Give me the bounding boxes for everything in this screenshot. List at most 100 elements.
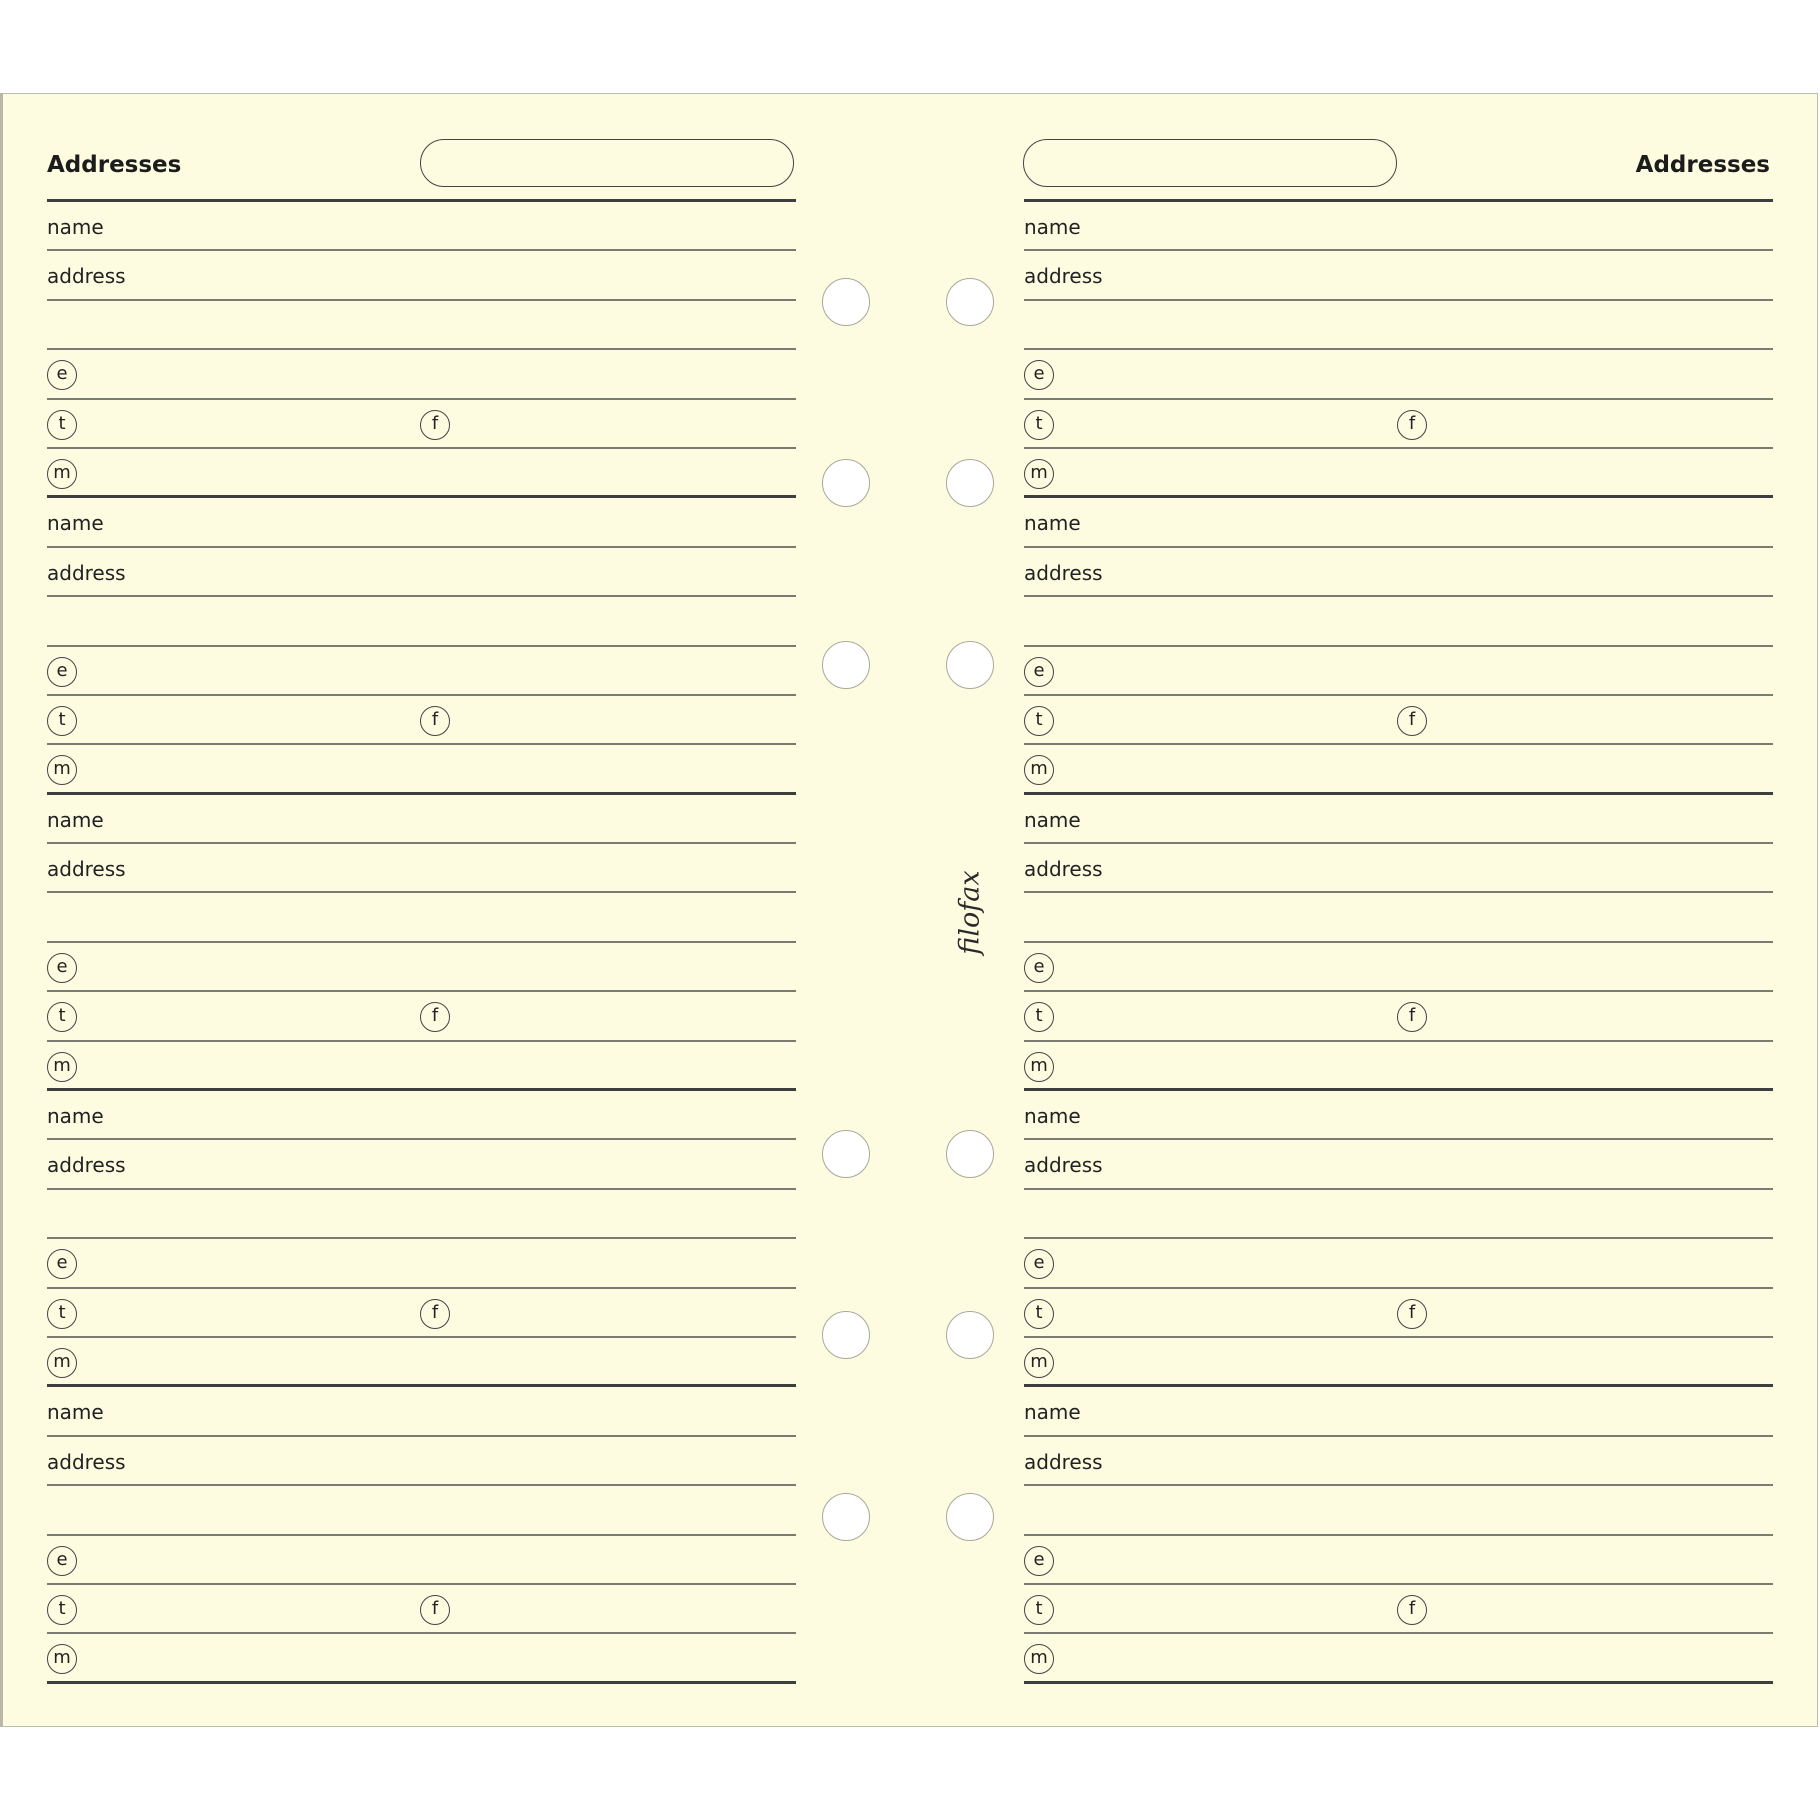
name-line[interactable]: name — [47, 1387, 796, 1437]
name-line[interactable]: name — [47, 202, 796, 252]
fax-icon: f — [1397, 705, 1427, 736]
punch-hole — [946, 1311, 994, 1359]
mobile-icon: m — [1024, 1347, 1054, 1378]
punch-hole — [822, 641, 870, 689]
mobile-icon: m — [47, 1347, 77, 1378]
telephone-icon: t — [47, 705, 77, 736]
name-line[interactable]: name — [47, 795, 796, 845]
punch-hole — [946, 1493, 994, 1541]
address-line-2[interactable] — [1024, 301, 1773, 351]
mobile-icon: m — [47, 1644, 77, 1675]
page-title-right: Addresses — [1635, 152, 1770, 178]
address-line[interactable]: address — [47, 548, 796, 598]
name-line[interactable]: name — [1024, 795, 1773, 845]
name-label: name — [1024, 1400, 1081, 1425]
address-line[interactable]: address — [1024, 1437, 1773, 1487]
address-line[interactable]: address — [47, 1437, 796, 1487]
email-line[interactable]: e — [47, 647, 796, 696]
address-line[interactable]: address — [47, 251, 796, 301]
address-label: address — [47, 1153, 126, 1178]
punch-hole — [946, 278, 994, 326]
mobile-icon: m — [1024, 1644, 1054, 1675]
mobile-line[interactable]: m — [1024, 1338, 1773, 1388]
address-line-2[interactable] — [1024, 893, 1773, 943]
address-line[interactable]: address — [1024, 548, 1773, 598]
punch-hole — [822, 459, 870, 507]
mobile-line[interactable]: m — [47, 1338, 796, 1388]
address-line-2[interactable] — [1024, 1486, 1773, 1536]
address-line-2[interactable] — [47, 1486, 796, 1536]
name-label: name — [1024, 511, 1081, 536]
email-line[interactable]: e — [47, 1239, 796, 1289]
mobile-line[interactable]: m — [47, 1634, 796, 1684]
mobile-icon: m — [1024, 458, 1054, 489]
email-icon: e — [47, 1545, 77, 1576]
fax-icon: f — [420, 1594, 450, 1625]
fax-icon: f — [420, 409, 450, 440]
telephone-icon: t — [1024, 1594, 1054, 1625]
tab-label-box-right[interactable] — [1023, 139, 1397, 187]
name-line[interactable]: name — [1024, 1387, 1773, 1437]
fax-icon: f — [420, 705, 450, 736]
name-label: name — [1024, 1104, 1081, 1129]
address-label: address — [47, 857, 126, 882]
mobile-line[interactable]: m — [47, 1042, 796, 1092]
address-label: address — [47, 1449, 126, 1474]
address-line-2[interactable] — [47, 597, 796, 647]
email-icon: e — [1024, 1545, 1054, 1576]
name-line[interactable]: name — [47, 1091, 796, 1141]
name-line[interactable]: name — [1024, 202, 1773, 252]
email-icon: e — [1024, 360, 1054, 391]
address-line[interactable]: address — [1024, 844, 1773, 894]
mobile-line[interactable]: m — [47, 449, 796, 499]
name-label: name — [47, 215, 104, 239]
name-label: name — [47, 511, 104, 536]
address-line-2[interactable] — [1024, 1190, 1773, 1240]
name-line[interactable]: name — [1024, 498, 1773, 548]
email-icon: e — [1024, 952, 1054, 983]
mobile-line[interactable]: m — [1024, 1634, 1773, 1684]
punch-hole — [822, 278, 870, 326]
email-icon: e — [47, 952, 77, 983]
telephone-icon: t — [1024, 409, 1054, 440]
address-line[interactable]: address — [1024, 1140, 1773, 1190]
address-line-2[interactable] — [47, 301, 796, 351]
email-line[interactable]: e — [1024, 943, 1773, 993]
email-line[interactable]: e — [1024, 647, 1773, 696]
address-line-2[interactable] — [47, 893, 796, 943]
email-line[interactable]: e — [47, 943, 796, 993]
address-line-2[interactable] — [47, 1190, 796, 1240]
fax-icon: f — [1397, 1594, 1427, 1625]
email-line[interactable]: e — [47, 350, 796, 400]
email-icon: e — [47, 1249, 77, 1280]
address-label: address — [1024, 264, 1103, 289]
tab-label-box-left[interactable] — [420, 139, 794, 187]
address-line[interactable]: address — [47, 844, 796, 894]
mobile-line[interactable]: m — [1024, 745, 1773, 795]
mobile-line[interactable]: m — [1024, 1042, 1773, 1092]
email-line[interactable]: e — [1024, 350, 1773, 400]
email-line[interactable]: e — [1024, 1536, 1773, 1585]
mobile-line[interactable]: m — [1024, 449, 1773, 499]
mobile-line[interactable]: m — [47, 745, 796, 795]
name-line[interactable]: name — [47, 498, 796, 548]
address-line[interactable]: address — [47, 1140, 796, 1190]
email-line[interactable]: e — [1024, 1239, 1773, 1289]
email-icon: e — [1024, 1249, 1054, 1280]
email-line[interactable]: e — [47, 1536, 796, 1585]
mobile-icon: m — [1024, 755, 1054, 786]
address-refill-sheet — [0, 93, 1818, 1727]
address-line[interactable]: address — [1024, 251, 1773, 301]
address-line-2[interactable] — [1024, 597, 1773, 647]
name-line[interactable]: name — [1024, 1091, 1773, 1141]
